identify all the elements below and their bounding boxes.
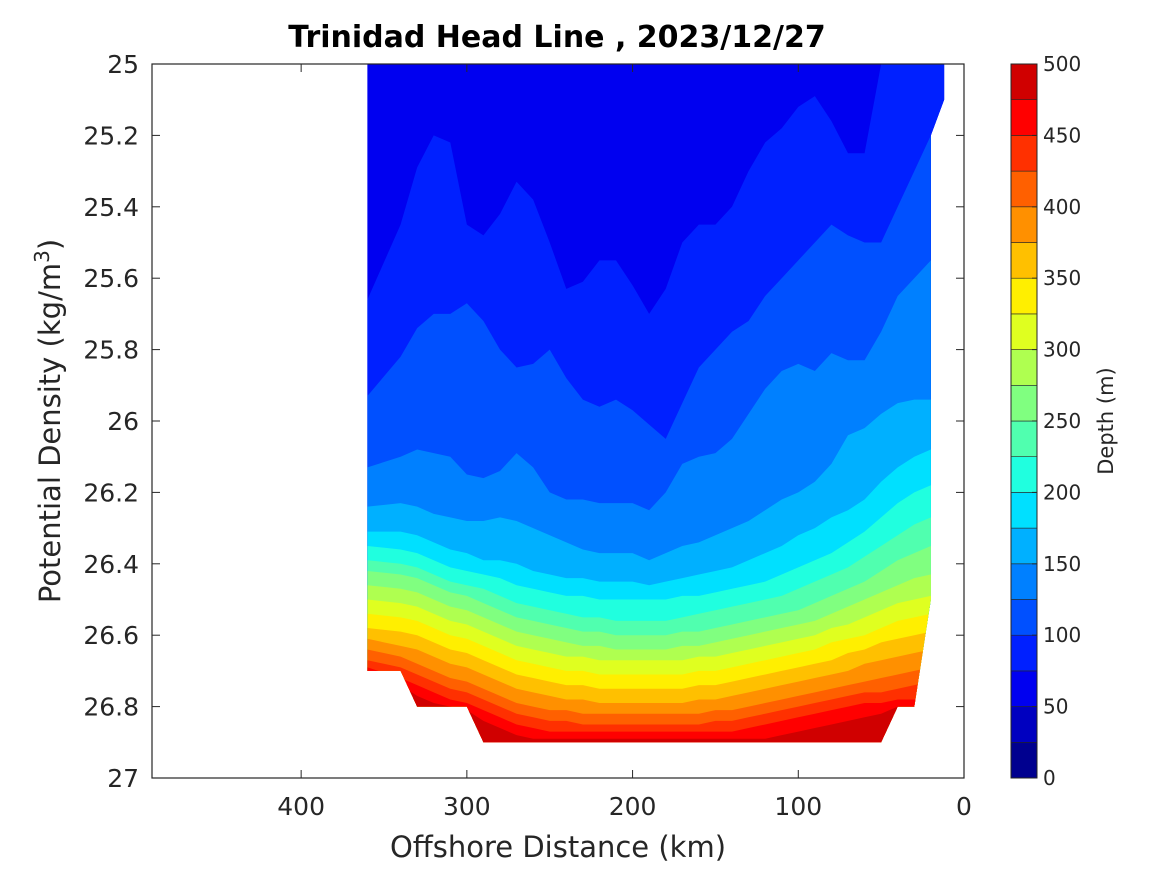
axis-tick-marks (152, 63, 965, 779)
x-tick-label: 400 (277, 792, 325, 821)
colorbar-tick-label: 150 (1043, 552, 1081, 576)
colorbar-tick-label: 450 (1043, 123, 1081, 147)
colorbar-tick-label: 350 (1043, 266, 1081, 290)
y-tick-label: 25.4 (83, 193, 139, 222)
colorbar-swatch (1010, 420, 1038, 458)
x-axis-label: Offshore Distance (km) (390, 830, 726, 864)
colorbar-swatch (1010, 277, 1038, 315)
colorbar-swatch (1010, 563, 1038, 600)
x-tick-label: 200 (609, 792, 657, 821)
y-tick-label: 26.8 (83, 693, 139, 722)
colorbar-tick-label: 100 (1043, 623, 1081, 647)
y-tick-label: 26.6 (83, 621, 139, 650)
colorbar-tick-label: 400 (1043, 195, 1081, 219)
colorbar-swatch (1010, 706, 1038, 743)
y-axis-label-main: Potential Density (kg/m (33, 263, 67, 603)
colorbar-tick-label: 250 (1043, 409, 1081, 433)
y-tick-label: 25 (107, 50, 139, 79)
colorbar-swatch (1010, 313, 1038, 350)
y-axis-label-close: ) (33, 239, 67, 250)
y-tick-label: 26 (107, 407, 139, 436)
y-tick-label: 25.2 (83, 121, 139, 150)
y-tick-label: 25.6 (83, 264, 139, 293)
x-tick-label: 300 (443, 792, 491, 821)
colorbar-ticks: 0 50 100 150 200 250 300 350 400 450 500 (1032, 52, 1081, 790)
x-axis-tick-labels: 400 300 200 100 0 (277, 792, 972, 821)
y-tick-label: 25.8 (83, 336, 139, 365)
y-axis-label-superscript: 3 (30, 250, 54, 263)
contour-band-375 (367, 638, 945, 743)
colorbar-swatch (1010, 384, 1038, 422)
colorbar-swatch (1010, 741, 1038, 779)
colorbar-swatch (1010, 527, 1038, 565)
y-tick-label: 26.2 (83, 478, 139, 507)
colorbar-tick-label: 0 (1043, 766, 1056, 790)
colorbar-swatch (1010, 492, 1038, 529)
colorbar-swatch (1010, 135, 1038, 172)
y-tick-label: 27 (107, 764, 139, 793)
colorbar-swatch (1010, 99, 1038, 136)
colorbar-swatch (1010, 63, 1038, 101)
colorbar-swatch (1010, 670, 1038, 707)
colorbar-swatch (1010, 634, 1038, 672)
colorbar: 0 50 100 150 200 250 300 350 400 450 500 Depth (m) (1010, 52, 1118, 790)
y-tick-label: 26.4 (83, 550, 139, 579)
y-axis-label: Potential Density (kg/m3) (30, 239, 67, 603)
plot-frame (151, 63, 965, 779)
x-tick-label: 100 (774, 792, 822, 821)
plot-area (151, 63, 965, 779)
colorbar-swatch (1010, 599, 1038, 636)
colorbar-swatch (1010, 242, 1038, 279)
contour-band-400 (367, 649, 945, 743)
colorbar-tick-label: 50 (1043, 695, 1068, 719)
colorbar-swatch (1010, 456, 1038, 493)
colorbar-tick-label: 300 (1043, 338, 1081, 362)
colorbar-tick-label: 500 (1043, 52, 1081, 76)
colorbar-swatches (1010, 63, 1038, 779)
colorbar-swatch (1010, 170, 1038, 208)
colorbar-swatch (1010, 349, 1038, 386)
chart-title: Trinidad Head Line , 2023/12/27 (288, 20, 825, 55)
x-tick-label: 0 (956, 792, 972, 821)
colorbar-label: Depth (m) (1094, 367, 1118, 474)
depth-contours (367, 64, 945, 743)
y-axis-tick-labels: 25 25.2 25.4 25.6 25.8 26 26.2 26.4 26.6 26.8 27 (83, 50, 139, 793)
colorbar-tick-label: 200 (1043, 480, 1081, 504)
colorbar-swatch (1010, 206, 1038, 243)
